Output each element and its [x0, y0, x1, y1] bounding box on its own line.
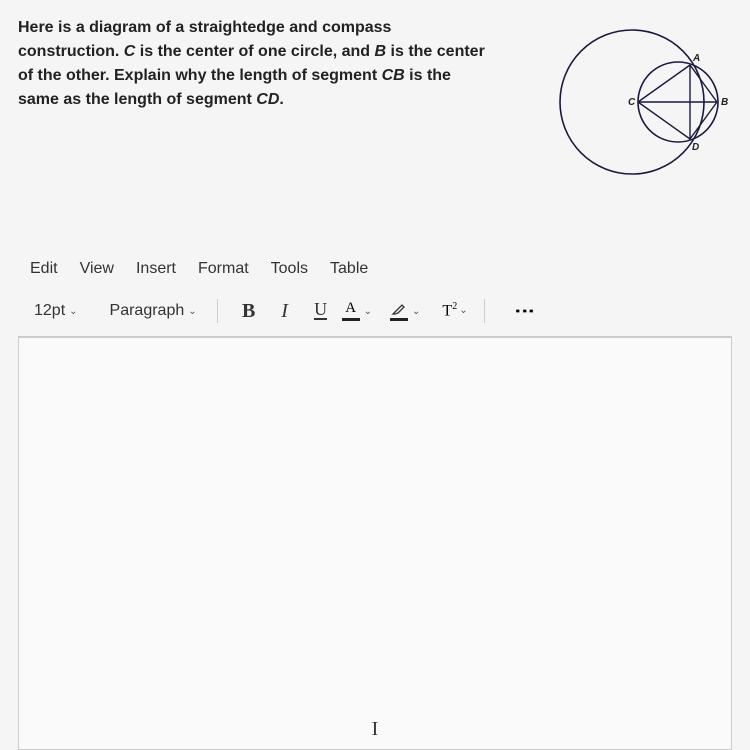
- italic-button[interactable]: I: [270, 296, 300, 326]
- font-size-value: 12pt: [34, 302, 65, 320]
- text-editor[interactable]: I: [18, 337, 732, 750]
- segment-cd: [638, 102, 690, 139]
- q-text-2c: is the center: [386, 43, 485, 60]
- q-var-b: B: [375, 43, 387, 60]
- q-text-2b: is the center of one circle, and: [135, 43, 374, 60]
- highlight-dropdown[interactable]: ⌄: [390, 302, 420, 321]
- menu-view[interactable]: View: [80, 260, 114, 278]
- q-text-1: Here is a diagram of a straightedge and …: [18, 19, 391, 36]
- label-b: B: [721, 97, 728, 108]
- segment-ca: [638, 65, 690, 102]
- menu-format[interactable]: Format: [198, 260, 249, 278]
- font-size-dropdown[interactable]: 12pt ⌄: [30, 300, 82, 322]
- q-text-4b: .: [279, 91, 283, 108]
- q-var-cb: CB: [382, 67, 405, 84]
- geometry-diagram: C A B D: [552, 12, 732, 192]
- chevron-down-icon: ⌄: [364, 306, 372, 317]
- chevron-down-icon: ⌄: [459, 305, 467, 316]
- underline-button[interactable]: U: [306, 296, 336, 326]
- toolbar: 12pt ⌄ Paragraph ⌄ B I U A ⌄: [18, 286, 732, 337]
- text-cursor-icon: I: [372, 718, 379, 741]
- text-color-letter: A: [345, 301, 356, 316]
- paragraph-dropdown[interactable]: Paragraph ⌄: [106, 300, 201, 322]
- superscript-icon: T2: [442, 301, 457, 320]
- q-text-3b: is the: [405, 67, 451, 84]
- marker-icon: [391, 302, 407, 316]
- label-c: C: [628, 97, 636, 108]
- menu-tools[interactable]: Tools: [271, 260, 308, 278]
- q-text-2a: construction.: [18, 43, 124, 60]
- label-a: A: [692, 53, 700, 64]
- diagram-svg: C A B D: [552, 12, 732, 192]
- text-color-bar: [342, 318, 360, 321]
- q-var-cd: CD: [256, 91, 279, 108]
- menu-edit[interactable]: Edit: [30, 260, 58, 278]
- sup-exp: 2: [452, 301, 457, 312]
- divider: [217, 299, 218, 323]
- q-var-c: C: [124, 43, 136, 60]
- main-container: Here is a diagram of a straightedge and …: [0, 0, 750, 750]
- question-area: Here is a diagram of a straightedge and …: [18, 12, 732, 192]
- underline-letter: U: [314, 302, 327, 319]
- superscript-dropdown[interactable]: T2 ⌄: [442, 301, 467, 320]
- chevron-down-icon: ⌄: [69, 306, 77, 317]
- paragraph-value: Paragraph: [110, 302, 185, 320]
- menubar: Edit View Insert Format Tools Table: [18, 252, 732, 286]
- highlight-bar: [390, 318, 408, 321]
- sup-base: T: [442, 303, 452, 320]
- text-color-dropdown[interactable]: A ⌄: [342, 301, 372, 321]
- question-text: Here is a diagram of a straightedge and …: [18, 12, 532, 192]
- menu-insert[interactable]: Insert: [136, 260, 176, 278]
- chevron-down-icon: ⌄: [412, 306, 420, 317]
- menu-table[interactable]: Table: [330, 260, 368, 278]
- highlight-icon: [390, 302, 408, 321]
- divider: [484, 299, 485, 323]
- more-button[interactable]: ⋮: [513, 301, 537, 322]
- label-d: D: [692, 142, 699, 153]
- q-text-3a: of the other. Explain why the length of …: [18, 67, 382, 84]
- bold-button[interactable]: B: [234, 296, 264, 326]
- q-text-4a: same as the length of segment: [18, 91, 256, 108]
- text-color-icon: A: [342, 301, 360, 321]
- chevron-down-icon: ⌄: [188, 306, 196, 317]
